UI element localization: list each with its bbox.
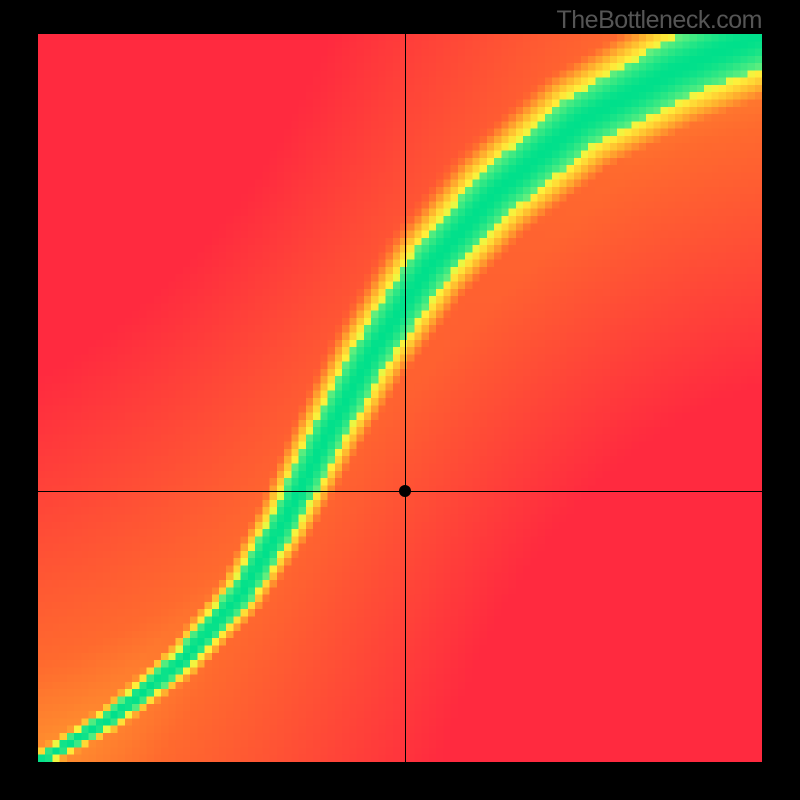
heatmap-canvas — [38, 34, 762, 762]
watermark-text: TheBottleneck.com — [557, 6, 763, 35]
chart-container: TheBottleneck.com — [0, 0, 800, 800]
selection-marker — [399, 485, 411, 497]
heatmap-plot — [38, 34, 762, 762]
crosshair-vertical — [405, 34, 406, 762]
